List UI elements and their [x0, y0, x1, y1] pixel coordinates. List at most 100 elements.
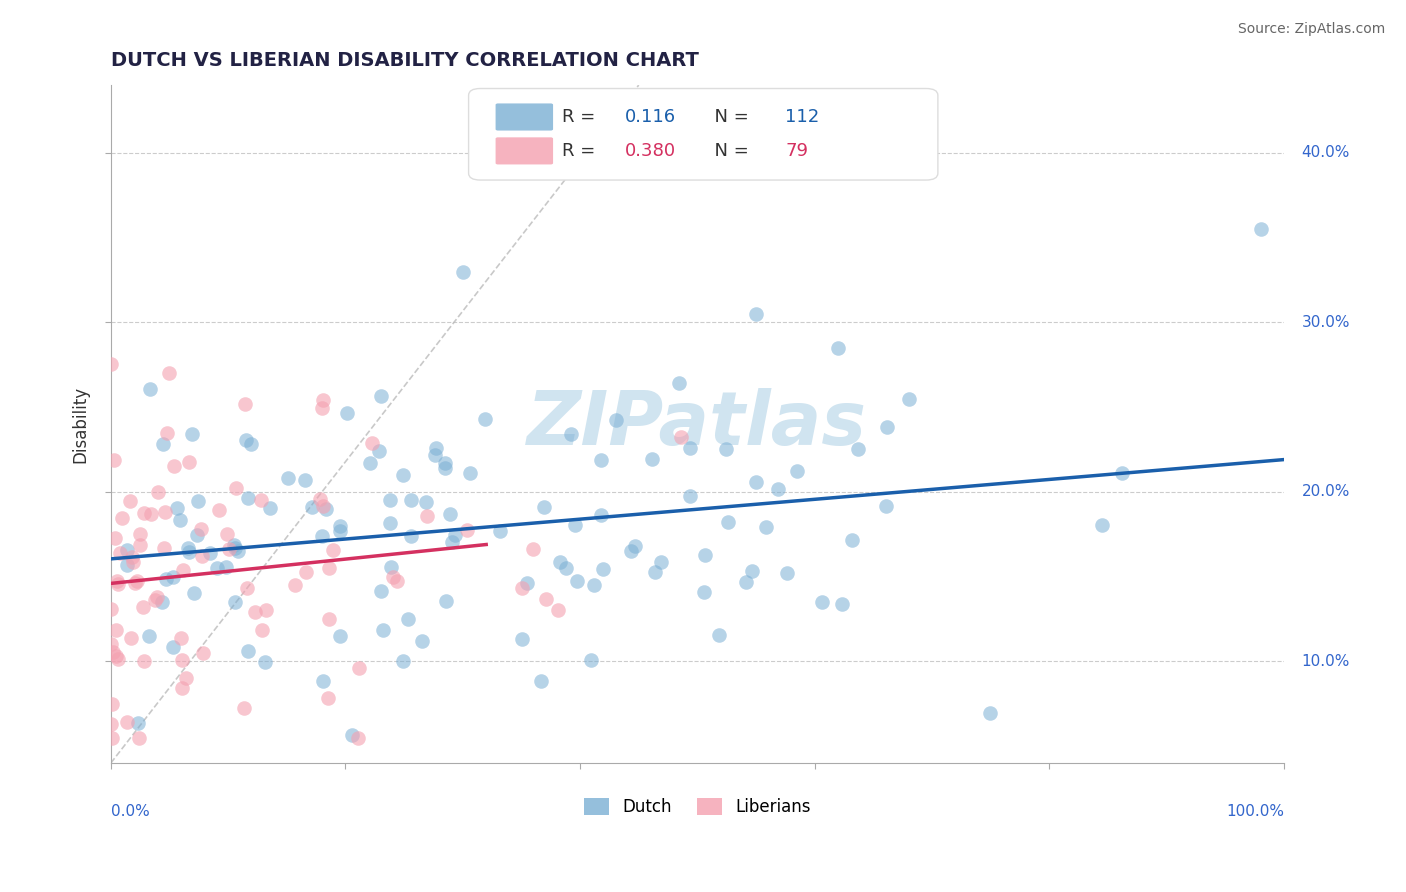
- Text: 40.0%: 40.0%: [1302, 145, 1350, 161]
- Point: [100, 602, 122, 616]
- Point: [218, 541, 240, 556]
- Point: [776, 566, 799, 580]
- Point: [183, 586, 205, 600]
- Point: [328, 519, 350, 533]
- Point: [831, 597, 853, 611]
- Point: [139, 382, 162, 396]
- Point: [198, 546, 221, 560]
- Point: [416, 509, 439, 524]
- Point: [591, 508, 613, 522]
- Point: [205, 561, 228, 575]
- Point: [451, 264, 474, 278]
- Point: [591, 452, 613, 467]
- Point: [250, 623, 273, 637]
- Point: [128, 731, 150, 745]
- Point: [121, 549, 143, 564]
- Point: [284, 578, 307, 592]
- Point: [841, 533, 863, 547]
- Point: [875, 499, 897, 513]
- Point: [371, 623, 394, 637]
- Point: [641, 451, 664, 466]
- Point: [124, 575, 146, 590]
- Point: [644, 566, 666, 580]
- Point: [177, 455, 200, 469]
- Point: [150, 595, 173, 609]
- Point: [181, 427, 204, 442]
- Point: [111, 511, 134, 525]
- Point: [224, 594, 246, 608]
- Point: [624, 539, 647, 553]
- Point: [215, 559, 238, 574]
- Point: [254, 603, 277, 617]
- Point: [755, 520, 778, 534]
- Point: [236, 581, 259, 595]
- Point: [169, 513, 191, 527]
- FancyBboxPatch shape: [468, 88, 938, 180]
- Point: [101, 731, 124, 745]
- Point: [1090, 517, 1112, 532]
- Point: [768, 482, 790, 496]
- Point: [156, 425, 179, 440]
- Point: [548, 555, 571, 569]
- Point: [474, 412, 496, 426]
- Point: [169, 632, 191, 646]
- Point: [132, 506, 155, 520]
- Text: 112: 112: [786, 108, 820, 126]
- Point: [515, 576, 537, 591]
- Point: [163, 459, 186, 474]
- Point: [567, 574, 589, 589]
- Text: N =: N =: [703, 142, 755, 160]
- Text: 100.0%: 100.0%: [1226, 804, 1284, 819]
- Point: [443, 528, 465, 542]
- Point: [1111, 466, 1133, 480]
- Text: N =: N =: [703, 108, 755, 126]
- Point: [460, 467, 482, 481]
- Point: [312, 499, 335, 513]
- Point: [115, 542, 138, 557]
- Point: [312, 392, 335, 407]
- Point: [745, 307, 768, 321]
- Point: [396, 612, 419, 626]
- Point: [340, 728, 363, 742]
- Point: [315, 501, 337, 516]
- Text: R =: R =: [562, 108, 602, 126]
- Point: [259, 501, 281, 516]
- Text: 0.380: 0.380: [624, 142, 676, 160]
- Point: [368, 444, 391, 458]
- Point: [434, 456, 457, 470]
- Point: [605, 413, 627, 427]
- Point: [346, 731, 368, 745]
- Point: [380, 560, 402, 574]
- Point: [329, 629, 352, 643]
- Point: [679, 489, 702, 503]
- Point: [401, 492, 423, 507]
- Point: [138, 629, 160, 643]
- Text: 30.0%: 30.0%: [1302, 315, 1350, 330]
- Text: 20.0%: 20.0%: [1302, 484, 1350, 500]
- Point: [238, 491, 260, 505]
- Point: [786, 464, 808, 478]
- Point: [104, 624, 127, 638]
- Point: [385, 574, 408, 588]
- Point: [620, 544, 643, 558]
- Point: [510, 581, 533, 595]
- Point: [226, 543, 249, 558]
- Point: [132, 654, 155, 668]
- Point: [132, 599, 155, 614]
- Point: [311, 401, 333, 416]
- Point: [392, 654, 415, 668]
- Point: [172, 563, 194, 577]
- Text: DUTCH VS LIBERIAN DISABILITY CORRELATION CHART: DUTCH VS LIBERIAN DISABILITY CORRELATION…: [111, 51, 699, 70]
- Point: [555, 561, 578, 575]
- Point: [176, 541, 198, 555]
- Point: [583, 578, 606, 592]
- Point: [110, 546, 132, 560]
- Point: [224, 541, 246, 555]
- Point: [370, 584, 392, 599]
- Point: [190, 522, 212, 536]
- Point: [277, 471, 299, 485]
- Point: [378, 493, 401, 508]
- Point: [208, 503, 231, 517]
- Point: [359, 456, 381, 470]
- Legend: Dutch, Liberians: Dutch, Liberians: [578, 791, 817, 822]
